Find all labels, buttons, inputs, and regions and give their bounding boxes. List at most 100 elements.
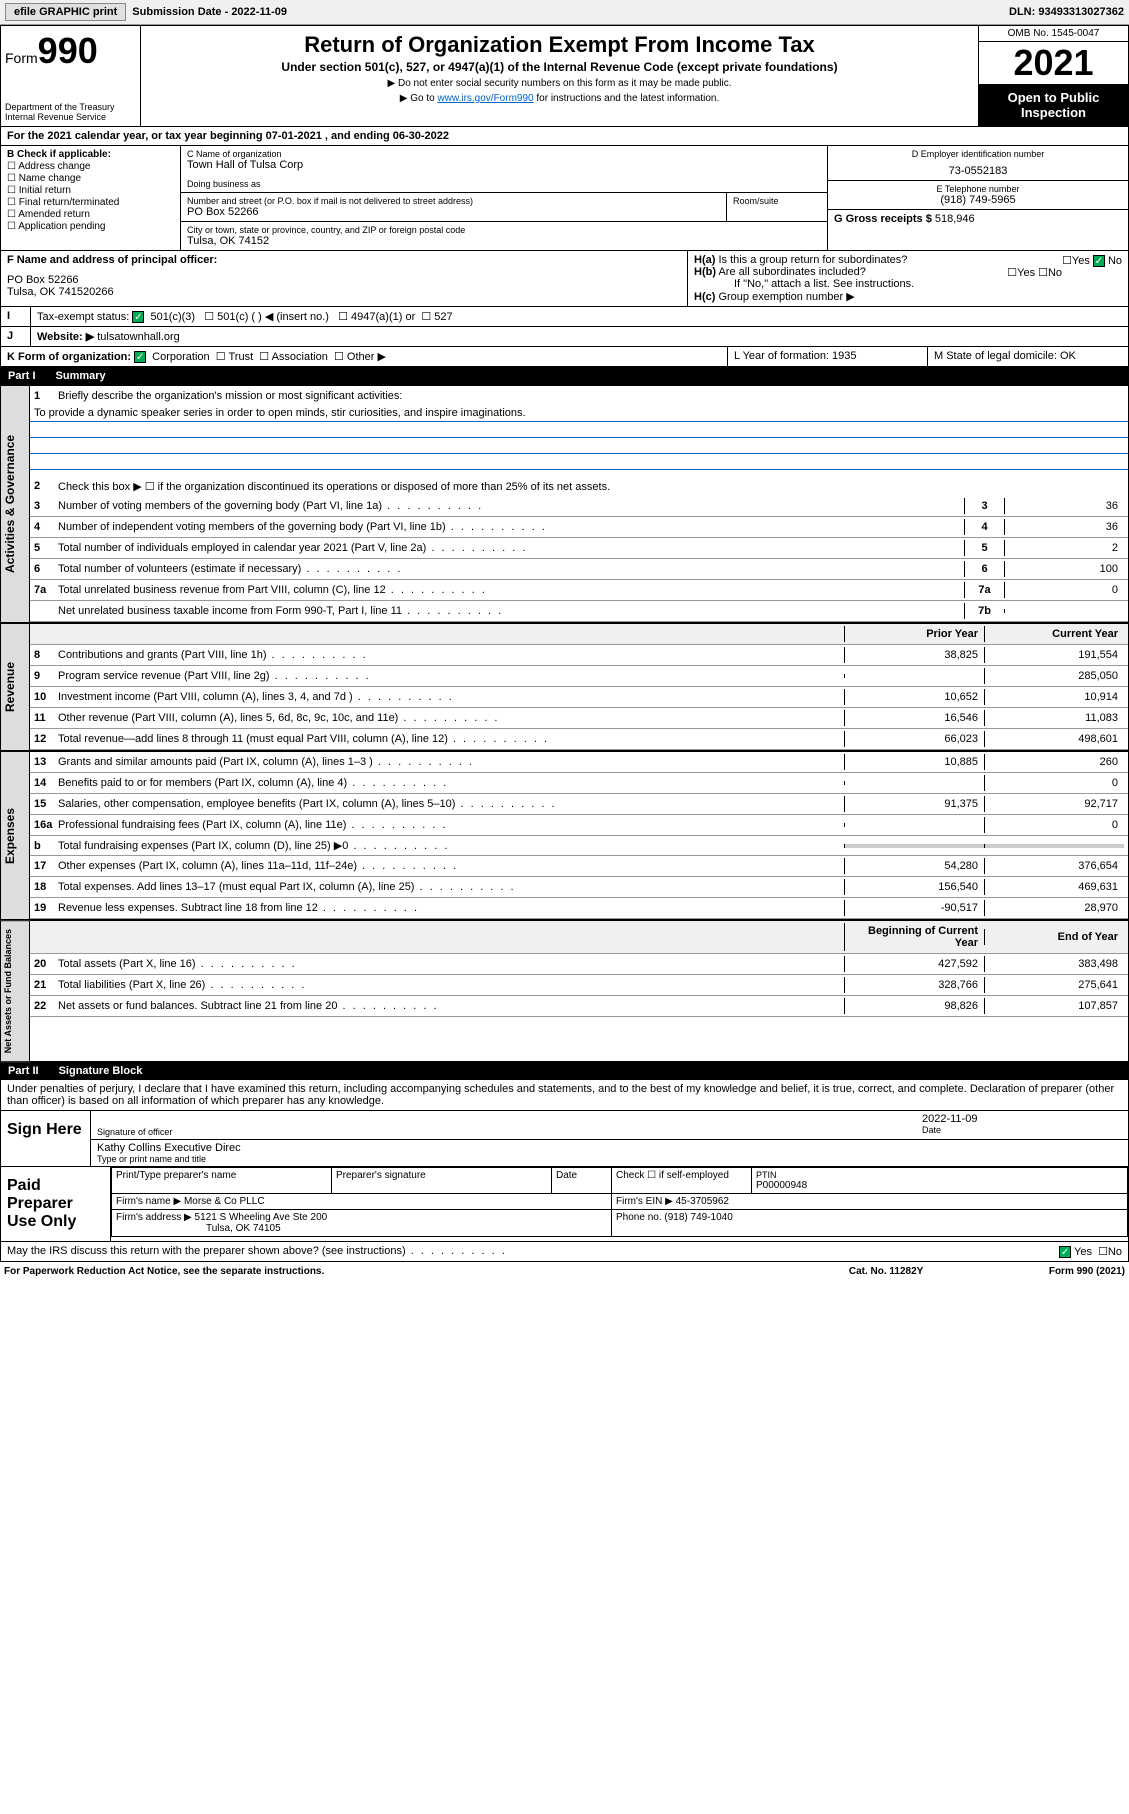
opt-4947: 4947(a)(1) or — [351, 311, 415, 323]
part1-header: Part I Summary — [0, 367, 1129, 385]
org-address: PO Box 52266 — [187, 206, 720, 218]
m-state: M State of legal domicile: OK — [928, 347, 1128, 366]
org-city: Tulsa, OK 74152 — [187, 235, 821, 247]
omb-number: OMB No. 1545-0047 — [979, 26, 1128, 42]
pp-date-label: Date — [552, 1168, 612, 1194]
goto-pre: ▶ Go to — [400, 93, 438, 104]
city-label: City or town, state or province, country… — [187, 225, 821, 235]
irs-link[interactable]: www.irs.gov/Form990 — [437, 93, 533, 104]
l1-text: Briefly describe the organization's miss… — [58, 390, 1124, 402]
irs-label: Internal Revenue Service — [5, 112, 136, 122]
sig-officer-label: Signature of officer — [97, 1127, 922, 1137]
officer-addr2: Tulsa, OK 741520266 — [7, 286, 681, 298]
hb-text: Are all subordinates included? — [718, 266, 865, 278]
form-990-num: 990 — [38, 30, 98, 71]
vtab-netassets: Net Assets or Fund Balances — [0, 920, 30, 1062]
col-prior: Prior Year — [844, 626, 984, 642]
pp-sig-label: Preparer's signature — [332, 1168, 552, 1194]
j-label: Website: ▶ — [37, 331, 94, 343]
discuss-yes-check: ✓ — [1059, 1246, 1071, 1258]
part1-title: Summary — [56, 370, 106, 382]
submission-date: Submission Date - 2022-11-09 — [132, 6, 287, 18]
i-label: Tax-exempt status: — [37, 311, 129, 323]
sig-declaration: Under penalties of perjury, I declare th… — [0, 1080, 1129, 1111]
part2-num: Part II — [8, 1065, 39, 1077]
sig-date-label: Date — [922, 1125, 1122, 1135]
k-trust: Trust — [229, 351, 254, 363]
chk-amended[interactable]: ☐ Amended return — [7, 209, 174, 220]
col-current: Current Year — [984, 626, 1124, 642]
tax-year: 2021 — [979, 42, 1128, 84]
b-label: B Check if applicable: — [7, 149, 111, 160]
hb-note: If "No," attach a list. See instructions… — [734, 278, 1122, 290]
mission-text: To provide a dynamic speaker series in o… — [30, 406, 1128, 422]
i-501c3-check: ✓ — [132, 311, 144, 323]
firm-ein-label: Firm's EIN ▶ — [616, 1196, 673, 1207]
part2-title: Signature Block — [59, 1065, 143, 1077]
form-990-footer: Form 990 (2021) — [1049, 1266, 1125, 1277]
part1-num: Part I — [8, 370, 36, 382]
dba-label: Doing business as — [187, 179, 821, 189]
d-ein-label: D Employer identification number — [834, 149, 1122, 159]
firm-ein: 45-3705962 — [676, 1196, 729, 1207]
ha-no-check: ✓ — [1093, 255, 1105, 267]
firm-label: Firm's name ▶ — [116, 1196, 181, 1207]
sig-date: 2022-11-09 — [922, 1113, 1122, 1125]
opt-527: 527 — [434, 311, 452, 323]
chk-name[interactable]: ☐ Name change — [7, 173, 174, 184]
pp-self-check: Check ☐ if self-employed — [612, 1168, 752, 1194]
k-corp-check: ✓ — [134, 351, 146, 363]
sig-name: Kathy Collins Executive Direc — [97, 1142, 241, 1154]
firm-phone: (918) 749-1040 — [664, 1212, 732, 1223]
firm-name: Morse & Co PLLC — [184, 1196, 265, 1207]
addr-label: Number and street (or P.O. box if mail i… — [187, 196, 720, 206]
org-name: Town Hall of Tulsa Corp — [187, 159, 821, 171]
website-value: tulsatownhall.org — [97, 331, 180, 343]
firm-addr-label: Firm's address ▶ — [116, 1212, 192, 1223]
l2-text: Check this box ▶ ☐ if the organization d… — [58, 480, 1124, 493]
phone-value: (918) 749-5965 — [834, 194, 1122, 206]
vtab-expenses: Expenses — [0, 751, 30, 920]
preparer-table: Print/Type preparer's name Preparer's si… — [111, 1167, 1128, 1237]
k-label: K Form of organization: — [7, 351, 131, 363]
form-header: Form990 Department of the Treasury Inter… — [0, 25, 1129, 127]
dept-treasury: Department of the Treasury — [5, 102, 136, 112]
dln: DLN: 93493313027362 — [1009, 6, 1124, 18]
form-title: Return of Organization Exempt From Incom… — [147, 32, 972, 58]
k-corp: Corporation — [152, 351, 209, 363]
c-name-label: C Name of organization — [187, 149, 821, 159]
vtab-governance: Activities & Governance — [0, 385, 30, 623]
col-beginning: Beginning of Current Year — [844, 923, 984, 951]
form-word: Form — [5, 50, 38, 66]
efile-print-button[interactable]: efile GRAPHIC print — [5, 3, 126, 21]
discuss-text: May the IRS discuss this return with the… — [7, 1245, 1059, 1258]
section-b: B Check if applicable: ☐ Address change … — [1, 146, 181, 250]
goto-note: ▶ Go to www.irs.gov/Form990 for instruct… — [147, 93, 972, 104]
chk-pending[interactable]: ☐ Application pending — [7, 221, 174, 232]
cat-no: Cat. No. 11282Y — [849, 1266, 1049, 1277]
part2-header: Part II Signature Block — [0, 1062, 1129, 1080]
form-number: Form990 — [5, 30, 136, 72]
form-subtitle: Under section 501(c), 527, or 4947(a)(1)… — [147, 60, 972, 74]
ptin-label: PTIN — [756, 1170, 1123, 1180]
chk-address[interactable]: ☐ Address change — [7, 161, 174, 172]
chk-final[interactable]: ☐ Final return/terminated — [7, 197, 174, 208]
f-officer-label: F Name and address of principal officer: — [7, 254, 217, 266]
pp-name-label: Print/Type preparer's name — [112, 1168, 332, 1194]
ein-value: 73-0552183 — [834, 165, 1122, 177]
k-other: Other ▶ — [347, 351, 386, 363]
g-gross-label: G Gross receipts $ — [834, 213, 932, 225]
officer-addr1: PO Box 52266 — [7, 274, 681, 286]
sig-name-label: Type or print name and title — [97, 1154, 241, 1164]
pra-notice: For Paperwork Reduction Act Notice, see … — [4, 1266, 849, 1277]
chk-initial[interactable]: ☐ Initial return — [7, 185, 174, 196]
vtab-revenue: Revenue — [0, 623, 30, 751]
gross-value: 518,946 — [935, 213, 975, 225]
ssn-note: ▶ Do not enter social security numbers o… — [147, 78, 972, 89]
k-assoc: Association — [272, 351, 328, 363]
ha-text: Is this a group return for subordinates? — [718, 254, 907, 266]
opt-501c3: 501(c)(3) — [150, 311, 195, 323]
firm-phone-label: Phone no. — [616, 1212, 662, 1223]
ptin-value: P00000948 — [756, 1180, 1123, 1191]
room-label: Room/suite — [733, 196, 821, 206]
